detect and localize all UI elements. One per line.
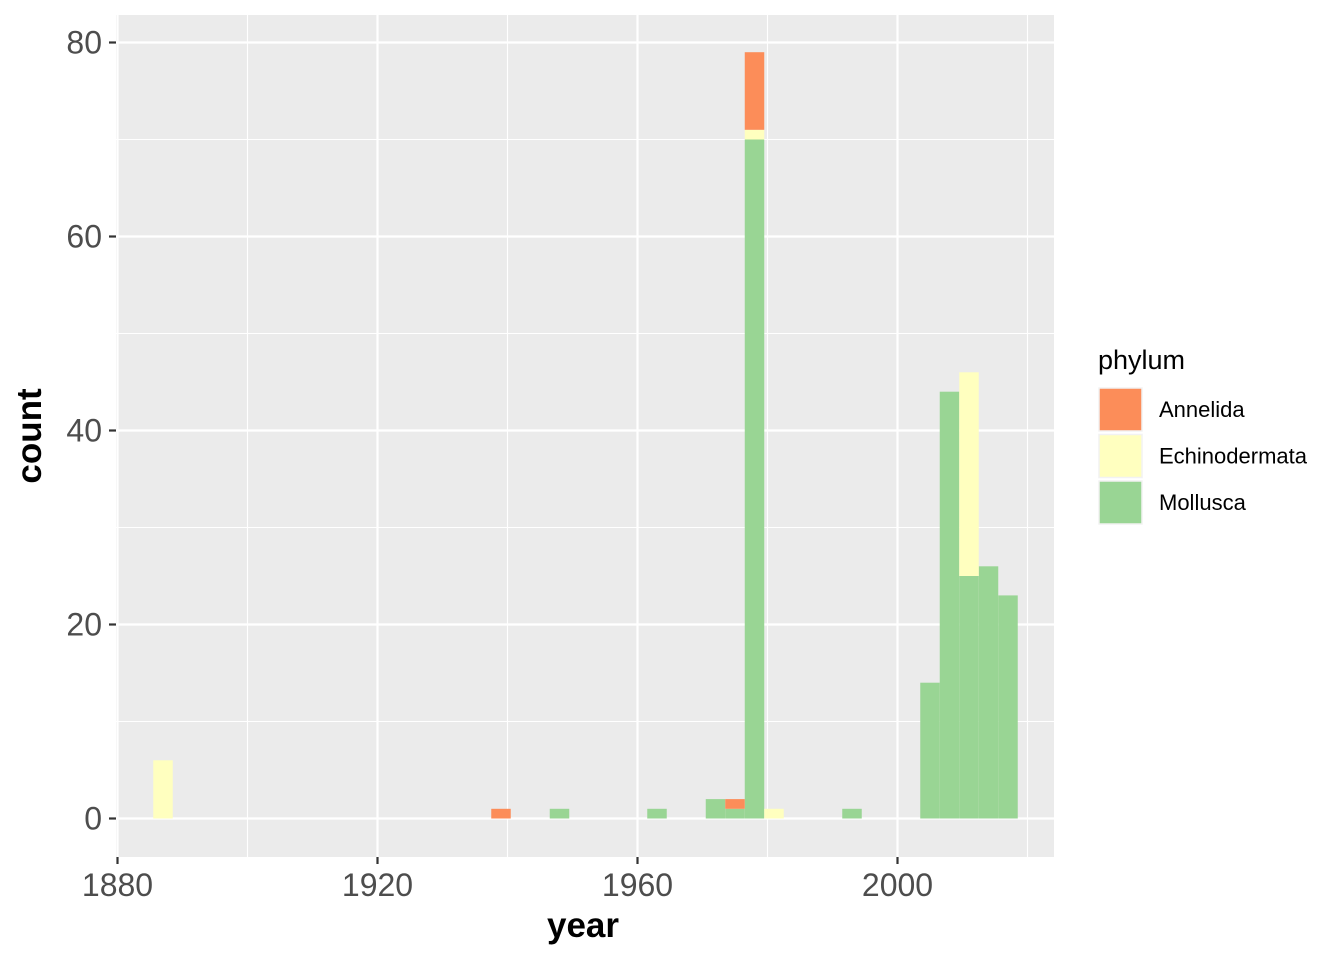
bar-annelida-1939 xyxy=(491,808,511,819)
histogram-bars xyxy=(153,52,1018,819)
legend-label-annelida: Annelida xyxy=(1159,397,1245,422)
plot-panel xyxy=(116,15,1054,857)
bar-mollusca-1993 xyxy=(842,808,862,819)
bar-mollusca-1963 xyxy=(647,808,667,819)
x-axis-title: year xyxy=(547,906,619,945)
minor-gridlines xyxy=(116,15,1054,857)
y-axis-title: count xyxy=(10,388,49,484)
bar-mollusca-2017 xyxy=(998,595,1018,819)
legend-key-echinodermata xyxy=(1098,433,1143,479)
y-tick-label: 60 xyxy=(66,219,102,255)
bar-echinodermata-1981 xyxy=(764,808,784,819)
legend-key-mollusca xyxy=(1098,480,1143,525)
x-tick-label: 2000 xyxy=(862,867,933,903)
x-tick-label: 1880 xyxy=(82,867,153,903)
legend: phylum Annelida Echinodermata Mollusca xyxy=(1098,345,1308,525)
axis-tick-labels: 1880 1920 1960 2000 0 20 40 60 80 xyxy=(66,25,933,904)
bar-mollusca-2008 xyxy=(939,391,960,819)
bar-echinodermata-2011 xyxy=(959,372,979,576)
bar-annelida-1975 xyxy=(725,799,745,809)
bar-annelida-1978 xyxy=(744,52,765,130)
bar-mollusca-2005 xyxy=(920,682,940,819)
x-tick-label: 1960 xyxy=(602,867,673,903)
legend-key-annelida xyxy=(1098,387,1143,432)
axis-ticks xyxy=(109,41,899,864)
legend-label-mollusca: Mollusca xyxy=(1159,490,1247,515)
y-tick-label: 20 xyxy=(66,607,102,643)
bar-echinodermata-1978 xyxy=(744,129,765,140)
y-tick-label: 0 xyxy=(84,801,102,837)
bar-mollusca-1948 xyxy=(549,808,570,819)
legend-label-echinodermata: Echinodermata xyxy=(1159,444,1308,469)
x-tick-label: 1920 xyxy=(342,867,413,903)
bar-mollusca-1975 xyxy=(725,808,745,819)
bar-mollusca-1978 xyxy=(744,139,765,819)
y-tick-label: 80 xyxy=(66,25,102,61)
y-tick-label: 40 xyxy=(66,413,102,449)
bar-echinodermata-1887 xyxy=(153,760,173,819)
bar-mollusca-1972 xyxy=(705,799,726,819)
legend-title: phylum xyxy=(1098,345,1185,375)
major-gridlines xyxy=(116,15,1054,857)
bar-mollusca-2014 xyxy=(978,566,999,819)
bar-mollusca-2011 xyxy=(959,576,979,819)
